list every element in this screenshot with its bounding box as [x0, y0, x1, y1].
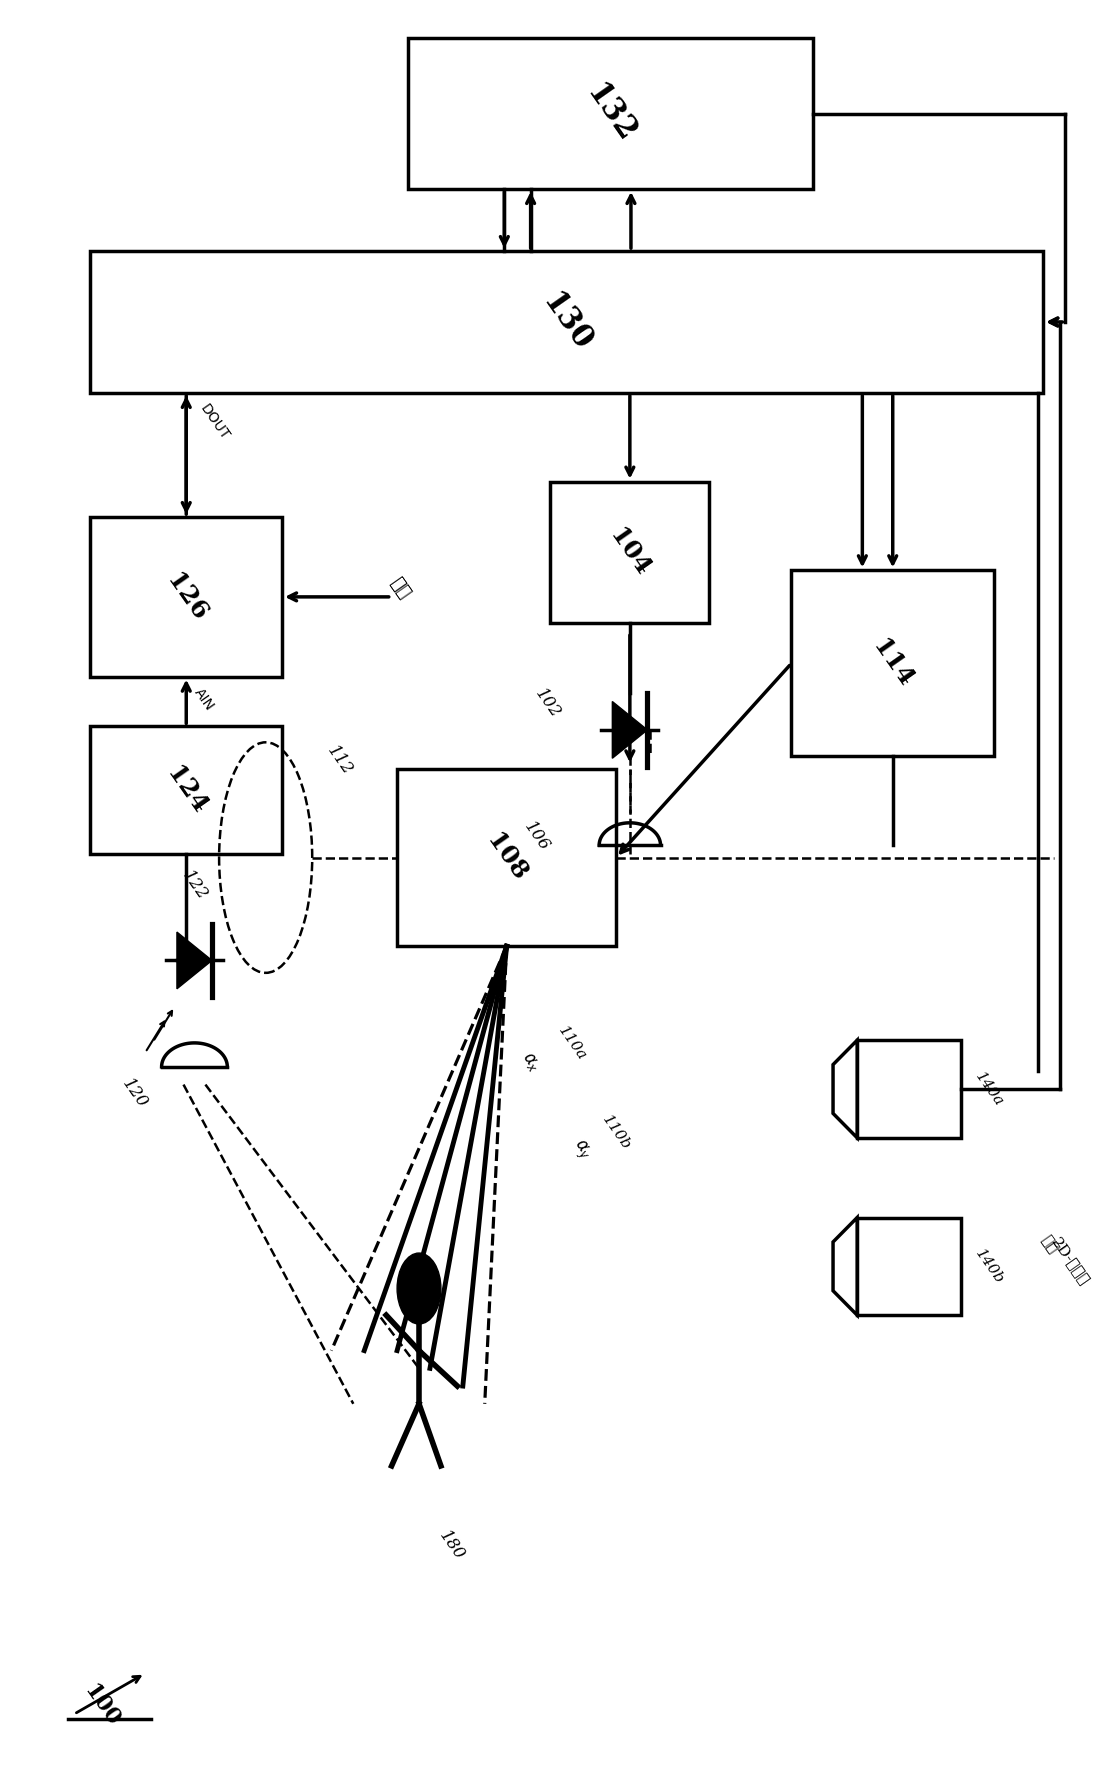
Text: 120: 120 — [119, 1076, 151, 1112]
Text: 126: 126 — [162, 569, 211, 624]
Text: 140a: 140a — [972, 1069, 1005, 1108]
Text: 110b: 110b — [600, 1112, 633, 1153]
Text: 110a: 110a — [556, 1025, 589, 1064]
Text: 108: 108 — [482, 829, 532, 886]
Bar — [90, 518, 282, 676]
Text: 124: 124 — [162, 761, 211, 818]
Text: 104: 104 — [606, 525, 655, 580]
Text: DOUT: DOUT — [197, 402, 231, 443]
Polygon shape — [833, 1041, 858, 1139]
Text: AIN: AIN — [192, 685, 217, 713]
Polygon shape — [177, 932, 212, 989]
Text: 112: 112 — [324, 742, 356, 777]
Text: 130: 130 — [536, 286, 598, 358]
Text: 100: 100 — [79, 1679, 124, 1731]
Text: 114: 114 — [868, 635, 917, 692]
Text: 系统: 系统 — [1038, 1233, 1060, 1256]
Text: 122: 122 — [178, 868, 210, 904]
Text: $\alpha_y$: $\alpha_y$ — [567, 1137, 595, 1163]
Text: 102: 102 — [532, 685, 564, 720]
Text: 132: 132 — [580, 78, 642, 149]
Bar — [792, 571, 994, 756]
Bar — [550, 482, 709, 623]
Text: 样本: 样本 — [386, 575, 413, 601]
Bar — [90, 726, 282, 854]
Text: 2D-成像仪: 2D-成像仪 — [1049, 1235, 1092, 1288]
Bar — [397, 769, 617, 946]
Text: 140b: 140b — [972, 1247, 1006, 1286]
Bar — [90, 251, 1044, 393]
Polygon shape — [833, 1217, 858, 1315]
Bar — [858, 1041, 961, 1139]
Bar — [408, 37, 814, 189]
Text: $\alpha_x$: $\alpha_x$ — [517, 1048, 544, 1075]
Text: 180: 180 — [436, 1528, 468, 1564]
Text: 106: 106 — [521, 818, 553, 854]
Polygon shape — [612, 701, 647, 758]
Circle shape — [397, 1252, 440, 1324]
Bar — [858, 1217, 961, 1315]
